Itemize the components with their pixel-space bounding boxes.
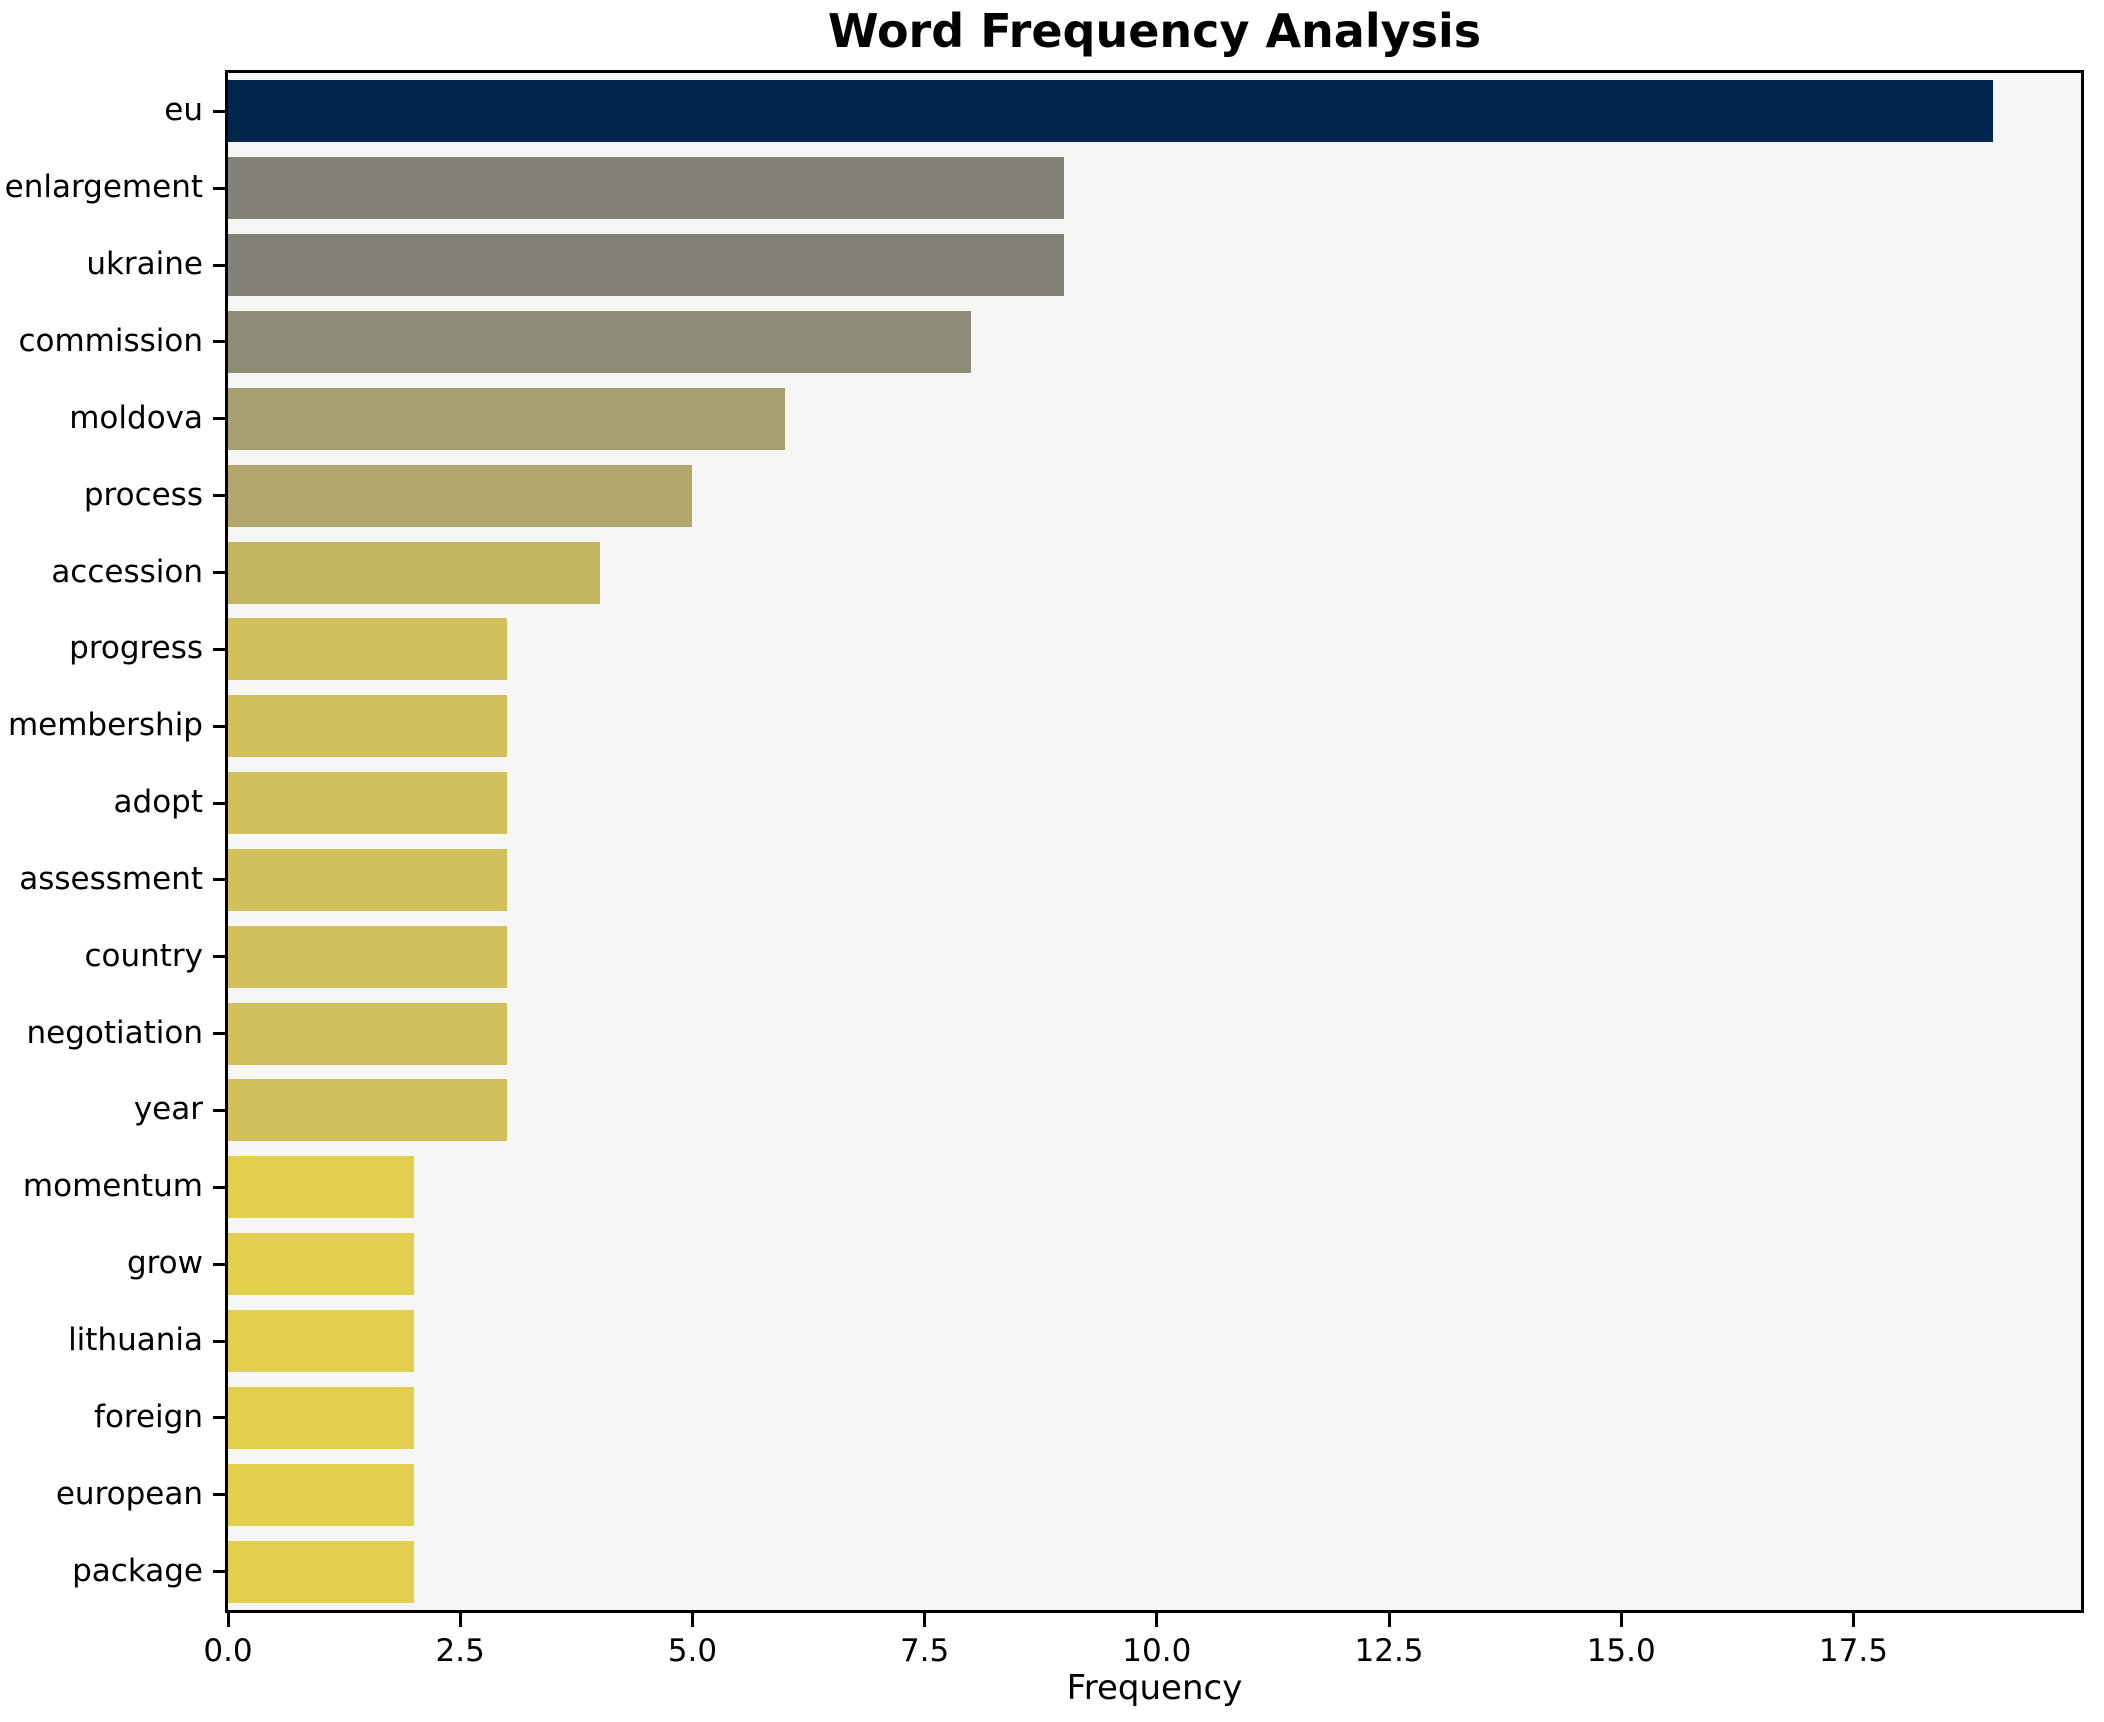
bar-foreign bbox=[228, 1386, 414, 1449]
y-tick-mark bbox=[213, 494, 225, 498]
bar-package bbox=[228, 1540, 414, 1603]
bar-assessment bbox=[228, 848, 507, 911]
bar-ukraine bbox=[228, 234, 1064, 297]
y-tick-label-process: process bbox=[83, 476, 203, 513]
bar-commission bbox=[228, 310, 972, 373]
bar-momentum bbox=[228, 1156, 414, 1219]
y-tick-label-negotiation: negotiation bbox=[26, 1014, 203, 1051]
chart-title: Word Frequency Analysis bbox=[827, 4, 1482, 58]
bar-adopt bbox=[228, 772, 507, 835]
y-tick-mark bbox=[213, 263, 225, 267]
y-tick-label-year: year bbox=[133, 1091, 203, 1128]
x-tick-mark bbox=[1387, 1613, 1391, 1627]
x-tick-label-5.0: 5.0 bbox=[667, 1633, 718, 1669]
y-tick-mark bbox=[213, 186, 225, 190]
x-tick-mark bbox=[1851, 1613, 1855, 1627]
x-tick-label-0.0: 0.0 bbox=[203, 1633, 253, 1669]
x-tick-label-12.5: 12.5 bbox=[1354, 1633, 1424, 1669]
y-tick-label-progress: progress bbox=[69, 630, 203, 667]
y-tick-label-country: country bbox=[84, 937, 203, 974]
y-tick-label-adopt: adopt bbox=[113, 784, 203, 821]
y-tick-label-enlargement: enlargement bbox=[4, 169, 203, 206]
bar-moldova bbox=[228, 387, 786, 450]
y-tick-mark bbox=[213, 724, 225, 728]
y-tick-label-foreign: foreign bbox=[94, 1398, 203, 1435]
y-tick-label-accession: accession bbox=[51, 553, 203, 590]
bar-european bbox=[228, 1463, 414, 1526]
y-tick-label-ukraine: ukraine bbox=[86, 246, 203, 283]
y-tick-mark bbox=[213, 878, 225, 882]
y-tick-mark bbox=[213, 1185, 225, 1189]
y-tick-mark bbox=[213, 417, 225, 421]
y-tick-label-package: package bbox=[72, 1552, 203, 1589]
y-tick-mark bbox=[213, 801, 225, 805]
y-tick-mark bbox=[213, 1570, 225, 1574]
y-tick-mark bbox=[213, 1339, 225, 1343]
x-tick-label-17.5: 17.5 bbox=[1818, 1633, 1888, 1669]
x-tick-mark bbox=[923, 1613, 927, 1627]
y-tick-mark bbox=[213, 109, 225, 113]
x-tick-mark bbox=[690, 1613, 694, 1627]
x-tick-label-2.5: 2.5 bbox=[435, 1633, 485, 1669]
plot-area bbox=[225, 70, 2084, 1613]
bar-year bbox=[228, 1079, 507, 1142]
y-tick-label-momentum: momentum bbox=[22, 1168, 203, 1205]
x-axis-label: Frequency bbox=[1066, 1668, 1243, 1708]
x-tick-mark bbox=[458, 1613, 462, 1627]
x-tick-label-10.0: 10.0 bbox=[1122, 1633, 1192, 1669]
y-tick-mark bbox=[213, 340, 225, 344]
y-tick-label-eu: eu bbox=[164, 92, 203, 129]
bar-eu bbox=[228, 80, 1993, 143]
x-tick-mark bbox=[1155, 1613, 1159, 1627]
y-tick-mark bbox=[213, 955, 225, 959]
x-tick-mark bbox=[1619, 1613, 1623, 1627]
y-tick-label-moldova: moldova bbox=[69, 399, 203, 436]
y-tick-label-lithuania: lithuania bbox=[68, 1322, 203, 1359]
bar-lithuania bbox=[228, 1310, 414, 1373]
bar-progress bbox=[228, 618, 507, 681]
bar-country bbox=[228, 925, 507, 988]
bar-enlargement bbox=[228, 157, 1064, 220]
y-tick-label-european: european bbox=[55, 1475, 203, 1512]
y-tick-mark bbox=[213, 571, 225, 575]
bar-process bbox=[228, 464, 693, 527]
bar-accession bbox=[228, 541, 600, 604]
bar-membership bbox=[228, 695, 507, 758]
y-tick-label-membership: membership bbox=[7, 707, 203, 744]
y-tick-label-assessment: assessment bbox=[19, 860, 203, 897]
bar-negotiation bbox=[228, 1002, 507, 1065]
bar-grow bbox=[228, 1233, 414, 1296]
x-tick-mark bbox=[226, 1613, 230, 1627]
y-tick-mark bbox=[213, 1108, 225, 1112]
y-tick-label-grow: grow bbox=[126, 1245, 203, 1282]
y-tick-mark bbox=[213, 1493, 225, 1497]
y-tick-label-commission: commission bbox=[18, 322, 203, 359]
y-tick-mark bbox=[213, 1262, 225, 1266]
y-tick-mark bbox=[213, 647, 225, 651]
y-tick-mark bbox=[213, 1032, 225, 1036]
x-tick-label-7.5: 7.5 bbox=[899, 1633, 950, 1669]
x-tick-label-15.0: 15.0 bbox=[1586, 1633, 1656, 1669]
y-tick-mark bbox=[213, 1416, 225, 1420]
